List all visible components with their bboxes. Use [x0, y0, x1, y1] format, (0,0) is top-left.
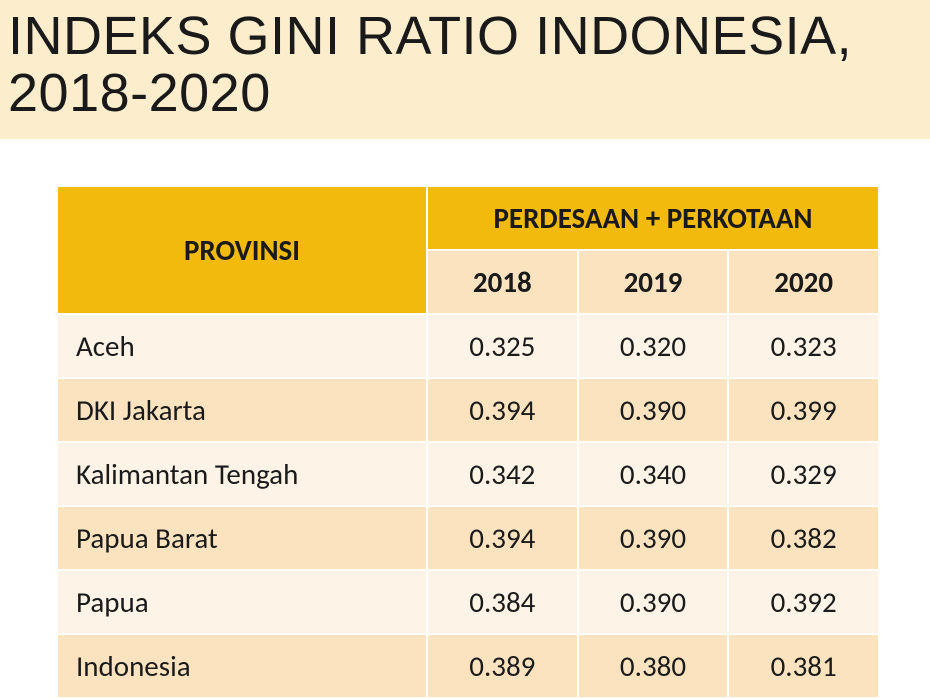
title-bar: INDEKS GINI RATIO INDONESIA, 2018-2020 [0, 0, 930, 139]
table-container: PROVINSI PERDESAAN + PERKOTAAN 2018 2019… [0, 139, 930, 699]
row-value: 0.392 [728, 570, 879, 634]
row-value: 0.390 [578, 570, 729, 634]
row-value: 0.394 [427, 506, 578, 570]
row-value: 0.384 [427, 570, 578, 634]
row-value: 0.390 [578, 378, 729, 442]
row-value: 0.389 [427, 634, 578, 698]
row-name: Indonesia [57, 634, 427, 698]
header-year-1: 2019 [578, 250, 729, 314]
header-year-0: 2018 [427, 250, 578, 314]
header-year-2: 2020 [728, 250, 879, 314]
row-name: Papua Barat [57, 506, 427, 570]
row-value: 0.381 [728, 634, 879, 698]
row-value: 0.382 [728, 506, 879, 570]
table-row: Kalimantan Tengah 0.342 0.340 0.329 [57, 442, 879, 506]
header-group: PERDESAAN + PERKOTAAN [427, 186, 879, 250]
row-value: 0.329 [728, 442, 879, 506]
table-row: Indonesia 0.389 0.380 0.381 [57, 634, 879, 698]
row-value: 0.342 [427, 442, 578, 506]
row-value: 0.325 [427, 314, 578, 378]
table-row: Papua Barat 0.394 0.390 0.382 [57, 506, 879, 570]
row-name: Aceh [57, 314, 427, 378]
row-value: 0.390 [578, 506, 729, 570]
row-value: 0.320 [578, 314, 729, 378]
row-name: DKI Jakarta [57, 378, 427, 442]
row-value: 0.323 [728, 314, 879, 378]
row-value: 0.340 [578, 442, 729, 506]
gini-table: PROVINSI PERDESAAN + PERKOTAAN 2018 2019… [56, 185, 880, 699]
table-row: Aceh 0.325 0.320 0.323 [57, 314, 879, 378]
row-value: 0.399 [728, 378, 879, 442]
row-name: Papua [57, 570, 427, 634]
header-province: PROVINSI [57, 186, 427, 314]
row-value: 0.380 [578, 634, 729, 698]
row-value: 0.394 [427, 378, 578, 442]
row-name: Kalimantan Tengah [57, 442, 427, 506]
table-row: Papua 0.384 0.390 0.392 [57, 570, 879, 634]
page-title: INDEKS GINI RATIO INDONESIA, 2018-2020 [0, 8, 930, 121]
table-row: DKI Jakarta 0.394 0.390 0.399 [57, 378, 879, 442]
